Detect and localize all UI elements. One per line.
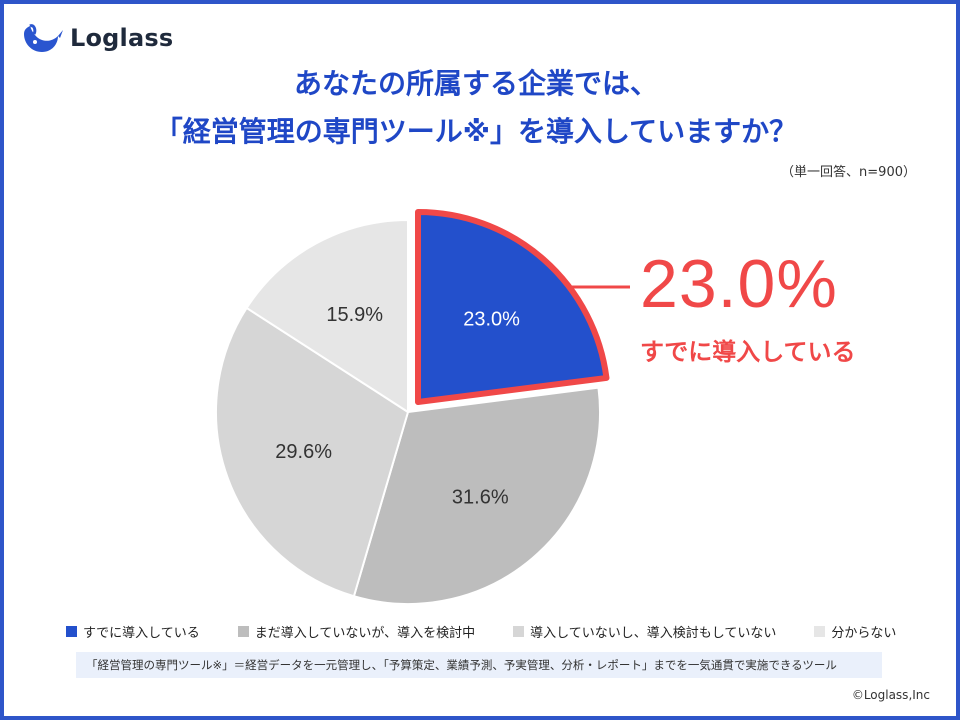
legend-swatch-0 xyxy=(66,626,77,637)
pie-slice-3 xyxy=(245,219,409,413)
callout-label: すでに導入している xyxy=(640,338,856,366)
response-note: （単一回答、n=900） xyxy=(781,165,916,180)
pie-slice-0 xyxy=(415,209,610,405)
page-title-line1: あなたの所属する企業では、 xyxy=(293,67,658,100)
callout-value: 23.0% xyxy=(640,246,838,322)
legend-item-0: すでに導入している xyxy=(66,622,200,641)
pie-label-2: 29.6% xyxy=(275,441,332,463)
legend-item-1: まだ導入していないが、導入を検討中 xyxy=(237,622,476,641)
brand-name: Loglass xyxy=(70,24,174,52)
pie-label-0: 23.0% xyxy=(463,308,520,330)
brand-logo: Loglass xyxy=(20,20,173,56)
legend-swatch-1 xyxy=(237,626,249,637)
legend-label-1: まだ導入していないが、導入を検討中 xyxy=(254,626,476,641)
chart-legend: すでに導入している まだ導入していないが、導入を検討中 導入していないし、導入検討も… xyxy=(66,622,934,641)
legend-label-2: 導入していないし、導入検討もしていない xyxy=(530,626,777,641)
page-title-line2: 「経営管理の専門ツール※」を導入していますか？ xyxy=(154,115,798,148)
pie-slice-2 xyxy=(215,306,409,598)
legend-item-2: 導入していないし、導入検討もしていない xyxy=(513,622,776,641)
copyright: ©Loglass,Inc xyxy=(851,688,930,702)
legend-swatch-2 xyxy=(513,626,525,637)
legend-swatch-3 xyxy=(814,626,826,637)
pie-slice-1 xyxy=(352,386,601,605)
pie-label-1: 31.6% xyxy=(452,487,509,509)
legend-item-3: 分からない xyxy=(814,622,896,641)
whale-logo-icon xyxy=(24,24,63,52)
footnote: 「経営管理の専門ツール※」＝経営データを一元管理し、「予算策定、業績予測、予実管… xyxy=(76,652,882,678)
legend-label-3: 分からない xyxy=(831,626,897,641)
legend-label-0: すでに導入している xyxy=(83,626,200,641)
pie-label-3: 15.9% xyxy=(326,304,383,326)
